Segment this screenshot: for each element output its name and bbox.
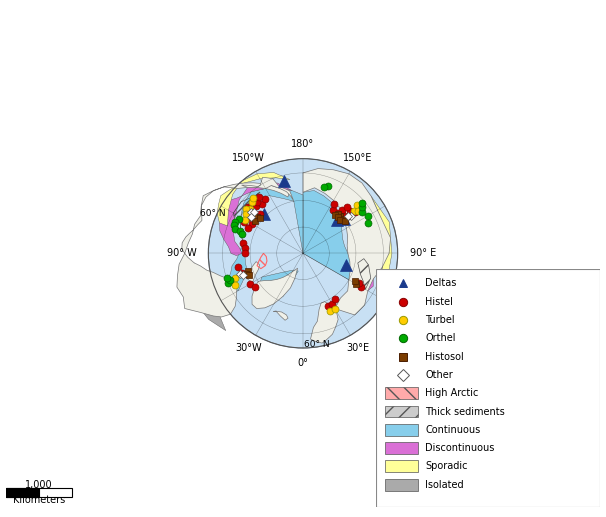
Text: Sporadic: Sporadic: [425, 461, 468, 472]
Bar: [385, 424, 418, 436]
Text: Continuous: Continuous: [425, 425, 481, 435]
Polygon shape: [303, 190, 355, 282]
Polygon shape: [303, 169, 391, 315]
Polygon shape: [227, 188, 303, 291]
Polygon shape: [252, 268, 298, 309]
Text: Orthel: Orthel: [425, 333, 456, 343]
Bar: [385, 461, 418, 473]
Text: 0°: 0°: [298, 358, 308, 368]
Polygon shape: [259, 270, 298, 301]
Polygon shape: [219, 183, 292, 255]
Bar: [385, 479, 418, 491]
Text: Deltas: Deltas: [425, 279, 456, 288]
Polygon shape: [310, 302, 338, 343]
Text: Turbel: Turbel: [425, 315, 454, 325]
Bar: [385, 405, 418, 418]
Text: Histosol: Histosol: [425, 352, 464, 362]
Polygon shape: [217, 173, 290, 226]
Text: 90° E: 90° E: [410, 248, 436, 258]
Polygon shape: [242, 177, 294, 201]
Circle shape: [208, 159, 398, 348]
Text: 60° N: 60° N: [304, 340, 330, 349]
Bar: [385, 387, 418, 399]
Polygon shape: [337, 179, 379, 291]
Text: Discontinuous: Discontinuous: [425, 443, 494, 453]
FancyBboxPatch shape: [376, 269, 600, 507]
Text: 60° N: 60° N: [200, 209, 226, 218]
Text: 150°W: 150°W: [231, 154, 265, 163]
Text: 30°E: 30°E: [346, 343, 370, 353]
Bar: [385, 442, 418, 454]
Text: Kilometers: Kilometers: [13, 495, 65, 505]
Text: 150°E: 150°E: [343, 154, 373, 163]
Polygon shape: [248, 262, 259, 282]
Polygon shape: [191, 263, 226, 330]
Text: Other: Other: [425, 370, 453, 380]
Text: 180°: 180°: [291, 139, 315, 149]
Text: 30°W: 30°W: [235, 343, 261, 353]
Text: Isolated: Isolated: [425, 480, 464, 490]
Polygon shape: [273, 311, 288, 320]
Polygon shape: [208, 159, 398, 348]
Text: 1,000: 1,000: [25, 480, 53, 490]
Polygon shape: [371, 196, 392, 296]
Text: 90° W: 90° W: [167, 248, 196, 258]
Polygon shape: [177, 183, 290, 317]
Bar: [6, 488, 72, 497]
Text: Histel: Histel: [425, 297, 453, 307]
Text: Thick sediments: Thick sediments: [425, 406, 505, 417]
Bar: [6, 488, 39, 497]
Text: High Arctic: High Arctic: [425, 388, 478, 398]
